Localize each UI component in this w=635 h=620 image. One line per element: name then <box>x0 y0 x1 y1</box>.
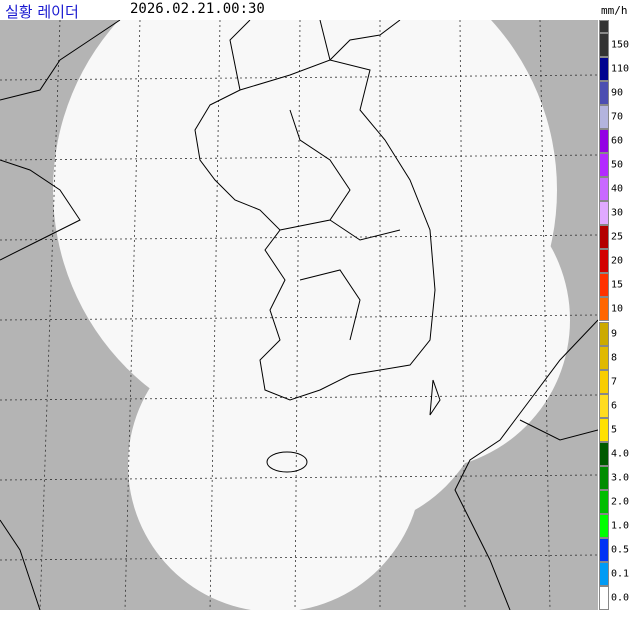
legend-label: 150 <box>611 39 630 51</box>
legend-label: 10 <box>611 303 624 315</box>
legend-swatch <box>599 465 609 490</box>
legend-label: 0.0 <box>611 592 630 604</box>
legend-swatch <box>599 489 609 514</box>
legend-label: 70 <box>611 111 624 123</box>
legend-label: 50 <box>611 159 624 171</box>
unit-label: mm/h <box>601 4 628 17</box>
legend-swatch <box>599 177 609 202</box>
legend-label: 90 <box>611 87 624 99</box>
legend: 150 110 90 70 60 50 40 30 25 20 15 10 9 8 7 6 5 4.0 3.0 2.0… <box>599 20 635 610</box>
legend-label: 40 <box>611 183 624 195</box>
legend-label: 9 <box>611 328 618 340</box>
legend-swatch <box>599 417 609 442</box>
radar-map <box>0 20 598 610</box>
legend-swatch <box>599 369 609 394</box>
legend-swatch <box>599 321 609 346</box>
legend-label: 30 <box>611 207 624 219</box>
legend-swatch <box>599 81 609 106</box>
legend-label: 15 <box>611 279 624 291</box>
legend-cap <box>599 20 609 33</box>
legend-swatch <box>599 153 609 178</box>
legend-label: 0.5 <box>611 544 630 556</box>
legend-label: 60 <box>611 135 624 147</box>
legend-label: 110 <box>611 63 630 75</box>
legend-label: 20 <box>611 255 624 267</box>
legend-swatch <box>599 105 609 130</box>
legend-swatch <box>599 585 609 610</box>
legend-label: 3.0 <box>611 472 630 484</box>
legend-swatch <box>599 57 609 82</box>
legend-label: 8 <box>611 352 618 364</box>
legend-swatch <box>599 441 609 466</box>
legend-label: 25 <box>611 231 624 243</box>
legend-swatch <box>599 201 609 226</box>
legend-swatch <box>599 297 609 322</box>
legend-swatch <box>599 537 609 562</box>
legend-swatch <box>599 129 609 154</box>
legend-label: 2.0 <box>611 496 630 508</box>
legend-label: 4.0 <box>611 448 630 460</box>
legend-label: 0.1 <box>611 568 630 580</box>
legend-label: 5 <box>611 424 618 436</box>
legend-label: 6 <box>611 400 618 412</box>
legend-swatch <box>599 561 609 586</box>
legend-swatch <box>599 393 609 418</box>
legend-label: 7 <box>611 376 618 388</box>
page-title: 실황 레이더 <box>5 3 79 21</box>
legend-swatch <box>599 225 609 250</box>
legend-swatch <box>599 273 609 298</box>
legend-swatch <box>599 513 609 538</box>
legend-label: 1.0 <box>611 520 630 532</box>
timestamp: 2026.02.21.00:30 <box>130 1 265 17</box>
legend-swatch <box>599 345 609 370</box>
legend-swatch <box>599 33 609 58</box>
legend-swatch <box>599 249 609 274</box>
